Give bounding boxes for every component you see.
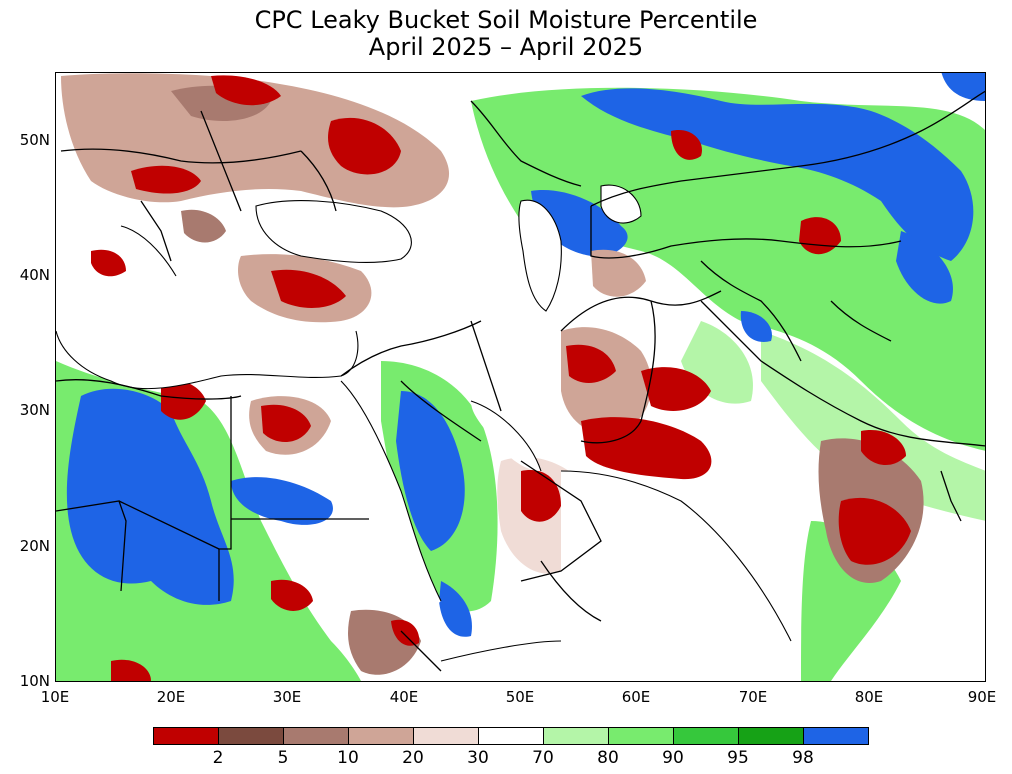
map-title-line2: April 2025 – April 2025 <box>368 33 644 61</box>
lat-label-30n: 30N <box>19 401 50 419</box>
lon-label-50e: 50E <box>505 688 535 706</box>
lat-label-40n: 40N <box>19 266 50 284</box>
coastlines <box>56 184 792 662</box>
legend-swatch-3 <box>349 728 414 744</box>
legend-label-98: 98 <box>792 748 814 768</box>
lat-label-20n: 20N <box>19 537 50 555</box>
legend-label-95: 95 <box>727 748 749 768</box>
lat-label-50n: 50N <box>19 131 50 149</box>
legend-swatch-10 <box>804 728 868 744</box>
color-legend <box>153 727 869 745</box>
legend-swatch-9 <box>739 728 804 744</box>
moisture-regions <box>56 73 985 681</box>
water-bodies <box>56 185 801 681</box>
legend-label-20: 20 <box>402 748 424 768</box>
lon-label-60e: 60E <box>621 688 651 706</box>
lon-label-70e: 70E <box>738 688 768 706</box>
legend-label-30: 30 <box>467 748 489 768</box>
map-canvas <box>56 73 985 681</box>
legend-swatch-6 <box>544 728 609 744</box>
legend-swatch-5 <box>479 728 544 744</box>
legend-label-90: 90 <box>662 748 684 768</box>
country-borders <box>56 90 985 672</box>
lon-label-80e: 80E <box>854 688 884 706</box>
legend-label-80: 80 <box>597 748 619 768</box>
legend-swatch-1 <box>219 728 284 744</box>
lat-label-10n: 10N <box>19 672 50 690</box>
legend-swatch-4 <box>414 728 479 744</box>
soil-moisture-map <box>55 72 986 682</box>
legend-swatch-2 <box>284 728 349 744</box>
lon-label-90e: 90E <box>967 688 997 706</box>
legend-label-10: 10 <box>337 748 359 768</box>
legend-swatch-0 <box>154 728 219 744</box>
lon-label-20e: 20E <box>156 688 186 706</box>
legend-swatch-7 <box>609 728 674 744</box>
legend-label-5: 5 <box>277 748 289 768</box>
lon-label-40e: 40E <box>389 688 419 706</box>
lon-label-10e: 10E <box>40 688 70 706</box>
legend-label-70: 70 <box>532 748 554 768</box>
map-title-line1: CPC Leaky Bucket Soil Moisture Percentil… <box>254 6 758 34</box>
lon-label-30e: 30E <box>272 688 302 706</box>
legend-label-2: 2 <box>212 748 224 768</box>
legend-swatch-8 <box>674 728 739 744</box>
